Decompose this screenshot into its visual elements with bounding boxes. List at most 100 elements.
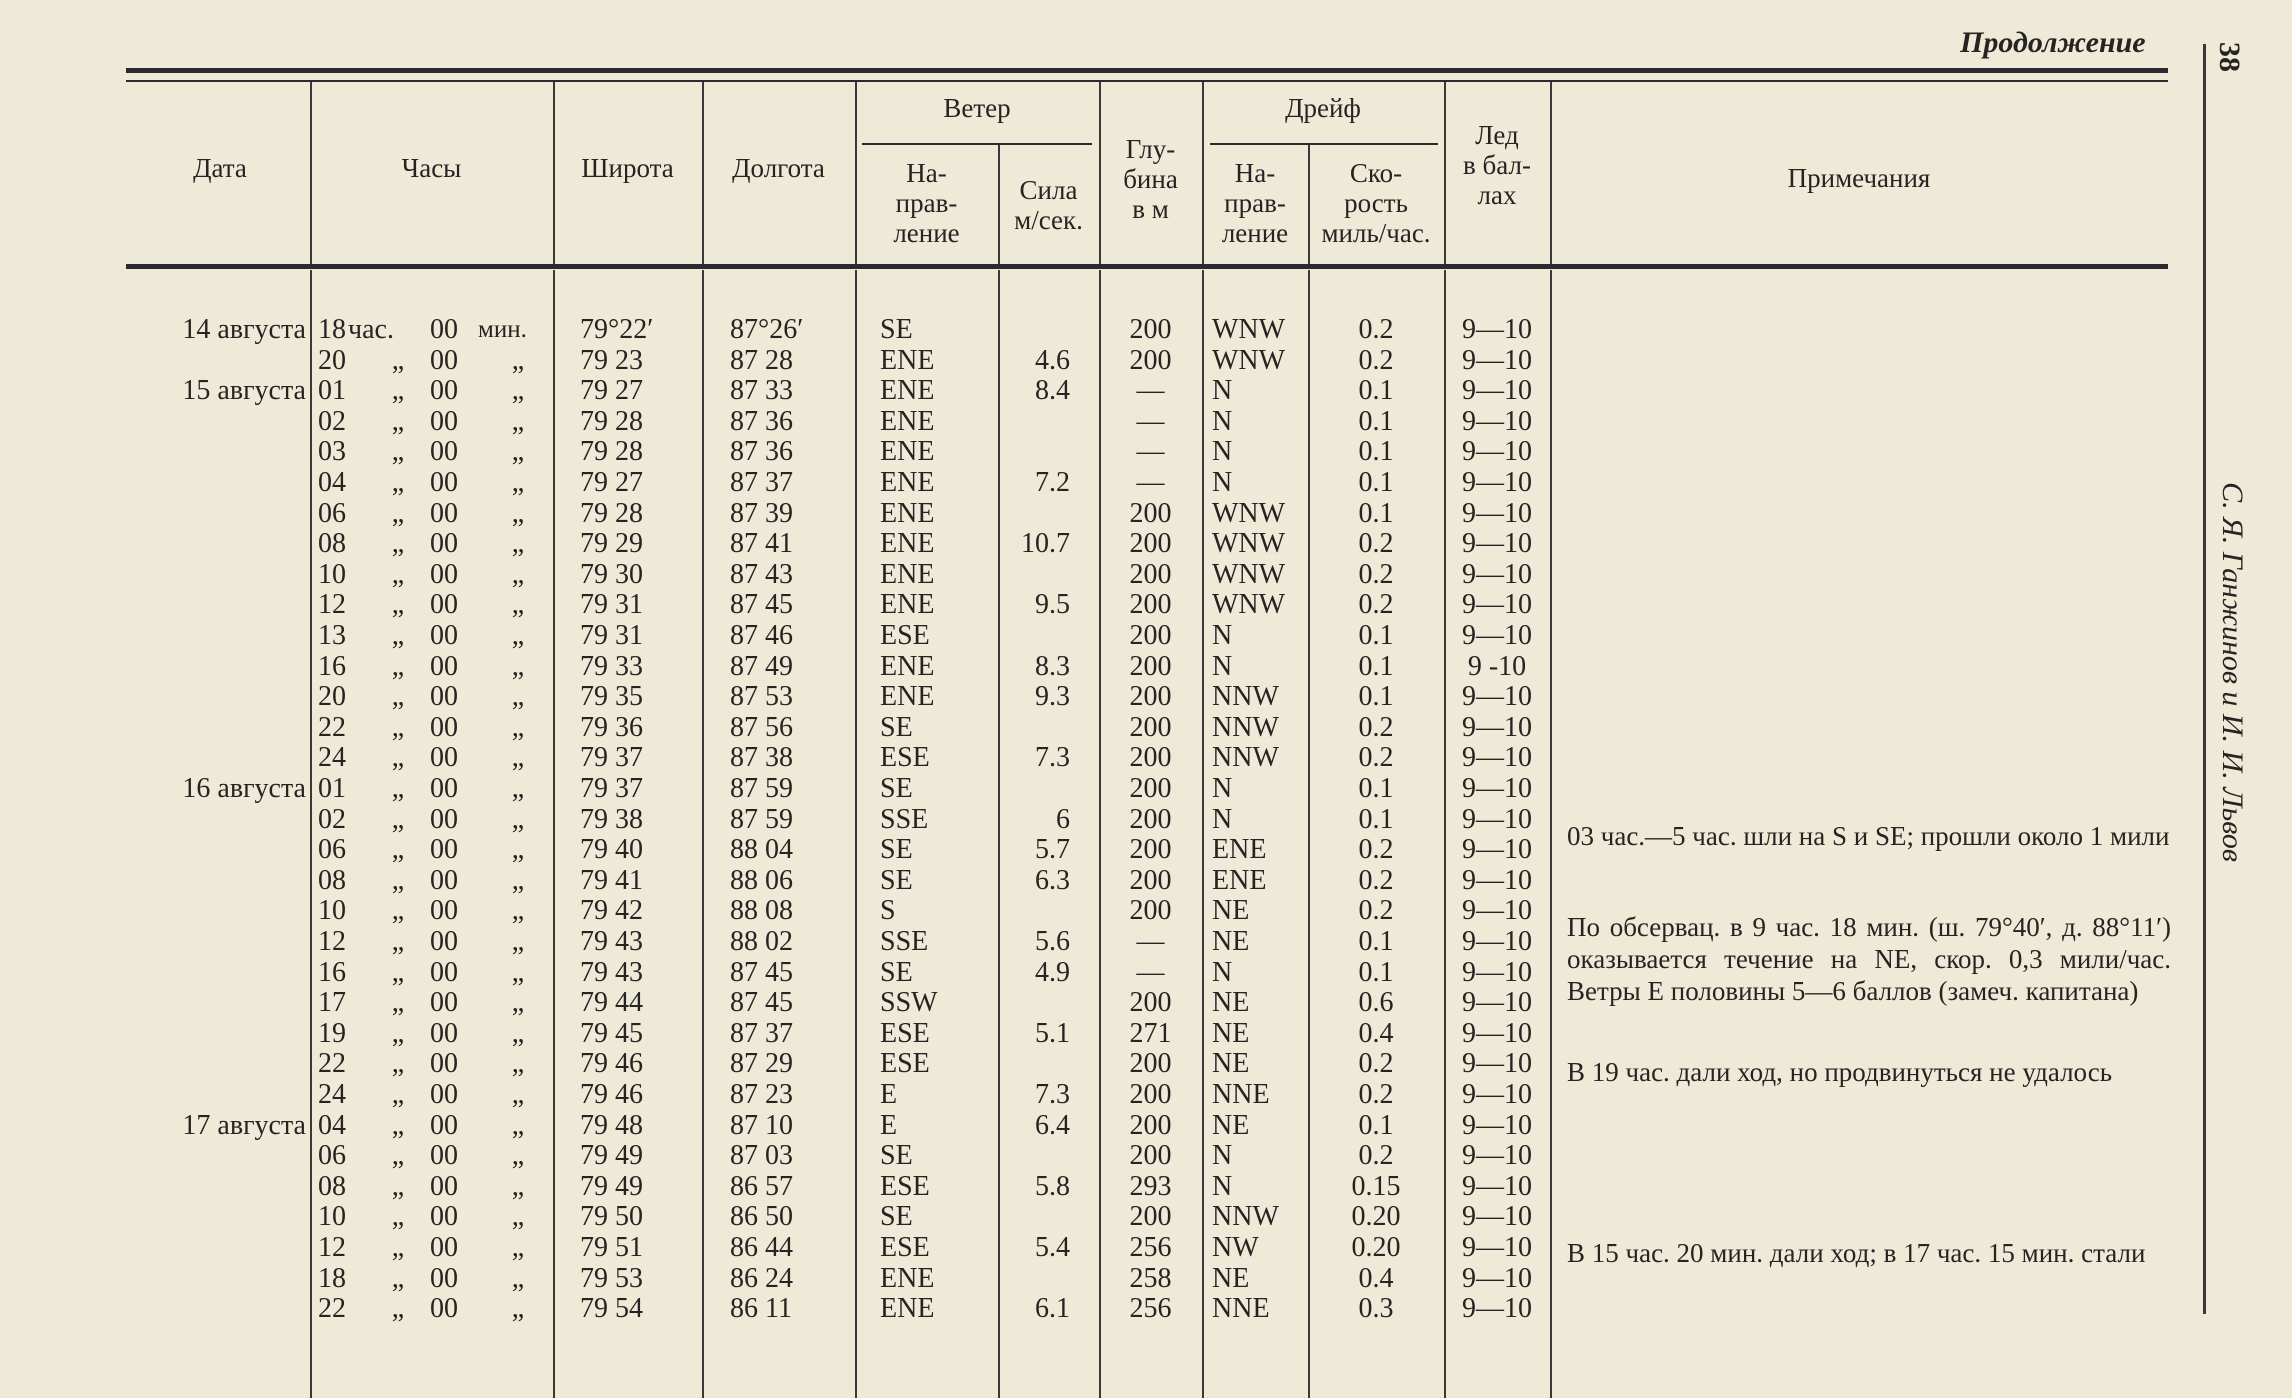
depth-cell: 200 — [1129, 528, 1172, 560]
wind-direction-cell: ENE — [880, 375, 935, 407]
hour-unit-cell: „ — [391, 589, 405, 621]
hour-unit-cell: „ — [391, 405, 405, 437]
latitude-cell: 79 28 — [580, 405, 643, 437]
column-divider — [1308, 270, 1310, 1398]
depth-cell: 200 — [1129, 314, 1172, 345]
column-divider — [855, 82, 857, 264]
hour-cell: 02 — [318, 405, 346, 437]
drift-direction-cell: NE — [1212, 987, 1250, 1019]
drift-speed-cell: 0.2 — [1358, 314, 1394, 345]
minute-cell: 00 — [430, 1262, 458, 1294]
wind-speed-cell: 5.1 — [1035, 1017, 1070, 1049]
longitude-cell: 87 39 — [730, 497, 793, 529]
minute-unit-cell: „ — [511, 558, 525, 590]
drift-direction-cell: WNW — [1212, 497, 1286, 529]
latitude-cell: 79 48 — [580, 1109, 643, 1141]
wind-speed-cell: 5.8 — [1035, 1170, 1070, 1202]
latitude-cell: 79 33 — [580, 650, 643, 682]
longitude-cell: 87 38 — [730, 742, 793, 774]
wind-direction-cell: ESE — [880, 620, 930, 651]
hour-unit-cell: „ — [391, 1017, 405, 1049]
wind-direction-cell: SE — [880, 956, 913, 988]
depth-cell: 200 — [1129, 589, 1172, 621]
ice-cell: 9—10 — [1462, 742, 1532, 774]
wind-direction-cell: SE — [880, 834, 913, 866]
drift-speed-cell: 0.2 — [1358, 1048, 1394, 1080]
drift-speed-cell: 0.1 — [1358, 375, 1394, 407]
minute-cell: 00 — [430, 436, 458, 468]
depth-cell: 200 — [1129, 558, 1172, 590]
hour-unit-cell: „ — [391, 987, 405, 1019]
minute-cell: 00 — [430, 834, 458, 866]
minute-cell: 00 — [430, 773, 458, 804]
hour-cell: 16 — [318, 956, 346, 988]
drift-direction-cell: N — [1212, 956, 1233, 988]
hour-unit-cell: „ — [391, 467, 405, 498]
depth-cell: 200 — [1129, 1048, 1172, 1080]
hour-cell: 10 — [318, 558, 346, 590]
ice-cell: 9—10 — [1462, 711, 1532, 743]
wind-direction-cell: SSE — [880, 803, 929, 835]
depth-cell: 200 — [1129, 1079, 1172, 1110]
minute-cell: 00 — [430, 1140, 458, 1172]
depth-cell: 200 — [1129, 987, 1172, 1019]
drift-direction-cell: NW — [1212, 1232, 1259, 1263]
drift-direction-cell: N — [1212, 1170, 1233, 1202]
hour-unit-cell: „ — [391, 956, 405, 988]
ice-cell: 9—10 — [1462, 1170, 1532, 1202]
drift-speed-cell: 0.20 — [1351, 1232, 1401, 1263]
latitude-cell: 79 37 — [580, 773, 643, 804]
column-divider — [1444, 82, 1446, 264]
wind-direction-cell: SSE — [880, 926, 929, 957]
wind-direction-cell: ENE — [880, 405, 935, 437]
hour-cell: 08 — [318, 864, 346, 896]
longitude-cell: 87 59 — [730, 803, 793, 835]
drift-direction-cell: ENE — [1212, 834, 1267, 866]
header-date: Дата — [193, 153, 247, 183]
minute-cell: 00 — [430, 1109, 458, 1141]
longitude-cell: 87 41 — [730, 528, 793, 560]
minute-unit-cell: „ — [511, 1262, 525, 1294]
ice-cell: 9—10 — [1462, 895, 1532, 927]
ice-cell: 9—10 — [1462, 773, 1532, 804]
minute-cell: 00 — [430, 1170, 458, 1202]
latitude-cell: 79 28 — [580, 497, 643, 529]
drift-speed-cell: 0.6 — [1358, 987, 1394, 1019]
minute-unit-cell: „ — [511, 1170, 525, 1202]
header-notes: Примечания — [1787, 163, 1931, 193]
wind-speed-cell: 8.3 — [1035, 650, 1070, 682]
hour-cell: 18 — [318, 1262, 346, 1294]
hour-cell: 22 — [318, 1048, 346, 1080]
drift-direction-cell: N — [1212, 467, 1233, 498]
wind-direction-cell: ENE — [880, 528, 935, 560]
table-top-rule-thin — [126, 80, 2168, 82]
wind-speed-cell: 9.3 — [1035, 681, 1070, 713]
wind-speed-cell: 6 — [1056, 803, 1070, 835]
minute-unit-cell: „ — [511, 1017, 525, 1049]
depth-cell: 200 — [1129, 344, 1172, 376]
drift-direction-cell: N — [1212, 405, 1233, 437]
hour-unit-cell: „ — [391, 711, 405, 743]
ice-cell: 9 -10 — [1467, 650, 1527, 682]
latitude-cell: 79 29 — [580, 528, 643, 560]
hour-cell: 06 — [318, 834, 346, 866]
drift-direction-cell: WNW — [1212, 528, 1286, 560]
minute-cell: 00 — [430, 620, 458, 651]
wind-direction-cell: ESE — [880, 1232, 930, 1263]
depth-cell: — — [1136, 926, 1165, 957]
hour-cell: 20 — [318, 344, 346, 376]
wind-direction-cell: ESE — [880, 1048, 930, 1080]
drift-speed-cell: 0.2 — [1358, 711, 1394, 743]
drift-direction-cell: NNW — [1212, 1201, 1279, 1233]
wind-direction-cell: SE — [880, 711, 913, 743]
ice-cell: 9—10 — [1462, 1140, 1532, 1172]
note-3: В 19 час. дали ход, но продвинуться не у… — [1567, 1057, 2113, 1087]
ice-cell: 9—10 — [1462, 987, 1532, 1019]
drift-subrule — [1210, 143, 1438, 145]
depth-cell: 200 — [1129, 681, 1172, 713]
drift-speed-cell: 0.2 — [1358, 864, 1394, 896]
drift-speed-cell: 0.1 — [1358, 1109, 1394, 1141]
hour-cell: 22 — [318, 1293, 346, 1325]
wind-speed-cell: 6.1 — [1035, 1293, 1070, 1325]
hour-unit-cell: „ — [391, 773, 405, 804]
